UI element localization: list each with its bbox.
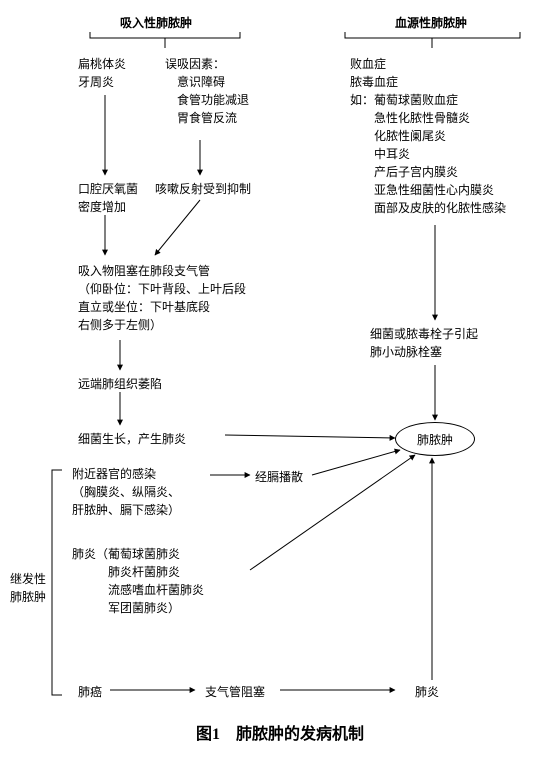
node-tonsil: 扁桃体炎 牙周炎 — [78, 55, 126, 91]
node-obstruction: 吸入物阻塞在肺段支气管 （仰卧位：下叶背段、上叶后段 直立或坐位：下叶基底段 右… — [78, 262, 246, 334]
node-bacteria-growth: 细菌生长，产生肺炎 — [78, 430, 186, 448]
node-emboli: 细菌或脓毒栓子引起 肺小动脉栓塞 — [370, 325, 478, 361]
header-left: 吸入性肺脓肿 — [120, 14, 192, 32]
node-pneumonia-types: 肺炎（葡萄球菌肺炎 肺炎杆菌肺炎 流感嗜血杆菌肺炎 军团菌肺炎） — [72, 545, 204, 617]
node-target-abscess: 肺脓肿 — [395, 422, 475, 456]
node-pneumonia: 肺炎 — [415, 683, 439, 701]
node-cough-reflex: 咳嗽反射受到抑制 — [155, 180, 251, 198]
node-atelectasis: 远端肺组织萎陷 — [78, 375, 162, 393]
figure-caption: 图1 肺脓肿的发病机制 — [0, 720, 560, 744]
node-sepsis-list: 败血症 脓毒血症 如：葡萄球菌败血症 急性化脓性骨髓炎 化脓性阑尾炎 中耳炎 产… — [350, 55, 506, 217]
node-adjacent-infection: 附近器官的感染 （胸膜炎、纵隔炎、 肝脓肿、膈下感染） — [72, 465, 180, 519]
label-secondary: 继发性 肺脓肿 — [10, 570, 46, 606]
header-right: 血源性肺脓肿 — [395, 14, 467, 32]
node-trans-diaphragm: 经膈播散 — [255, 468, 303, 486]
node-lung-cancer: 肺癌 — [78, 683, 102, 701]
node-bronchial-obstruction: 支气管阻塞 — [205, 683, 265, 701]
node-aspiration-factors: 误吸因素： 意识障碍 食管功能减退 胃食管反流 — [165, 55, 249, 127]
node-anaerobe: 口腔厌氧菌 密度增加 — [78, 180, 138, 216]
target-label: 肺脓肿 — [417, 431, 453, 448]
